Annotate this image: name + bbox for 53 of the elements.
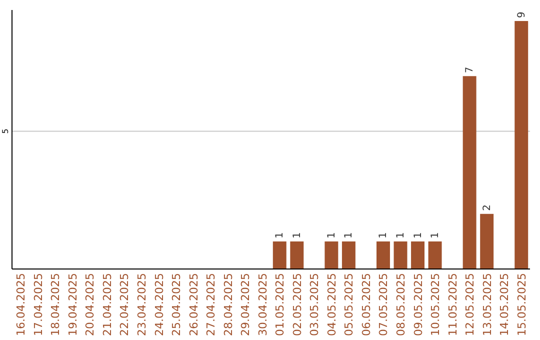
data-label: 1 (274, 232, 286, 238)
x-tick-label: 04.05.2025 (325, 273, 338, 336)
x-tick-label: 18.04.2025 (49, 273, 62, 336)
bar (411, 241, 424, 269)
x-tick-label: 02.05.2025 (290, 273, 304, 336)
x-tick-label: 09.05.2025 (412, 273, 425, 336)
data-label: 1 (412, 232, 424, 238)
bar (514, 21, 528, 269)
bar (376, 241, 390, 269)
data-label: 7 (464, 66, 476, 74)
x-tick-label: 07.05.2025 (377, 273, 390, 336)
x-tick-label: 15.05.2025 (515, 273, 528, 336)
x-tick-label: 05.05.2025 (342, 273, 356, 336)
x-tick-label: 13.05.2025 (480, 273, 494, 336)
x-tick-label: 16.04.2025 (14, 273, 28, 336)
bar (290, 241, 304, 269)
bar (342, 241, 356, 269)
x-tick-label: 28.04.2025 (222, 273, 235, 336)
x-tick-label: 08.05.2025 (394, 273, 408, 336)
x-tick-label: 12.05.2025 (464, 273, 477, 336)
x-tick-label: 24.04.2025 (152, 273, 166, 336)
x-tick-label: 06.05.2025 (360, 273, 373, 336)
ref-line-label: 5 (1, 128, 10, 134)
x-tick-label: 20.04.2025 (84, 273, 97, 336)
data-label: 9 (516, 12, 528, 18)
x-tick-label: 03.05.2025 (308, 273, 322, 336)
x-tick-label: 29.04.2025 (239, 273, 252, 336)
bar (324, 241, 338, 269)
x-tick-label: 26.04.2025 (187, 273, 200, 336)
x-tick-label: 22.04.2025 (118, 273, 132, 336)
x-tick-label: 10.05.2025 (429, 273, 442, 336)
data-label: 1 (344, 232, 355, 238)
x-tick-label: 30.04.2025 (256, 273, 270, 336)
data-label: 2 (482, 204, 493, 211)
data-label: 1 (292, 232, 303, 238)
x-tick-label: 01.05.2025 (274, 273, 287, 336)
bar (394, 241, 408, 269)
x-tick-label: 25.04.2025 (170, 273, 184, 336)
data-label: 1 (396, 232, 406, 238)
data-label: 1 (378, 232, 390, 238)
bar (462, 76, 476, 269)
data-label: 1 (326, 232, 338, 238)
x-tick-label: 21.04.2025 (100, 273, 114, 336)
x-tick-label: 23.04.2025 (136, 273, 148, 336)
x-tick-label: 17.04.2025 (32, 273, 45, 336)
x-tick-label: 11.05.2025 (446, 273, 460, 336)
bar (428, 241, 442, 269)
x-tick-label: 19.04.2025 (66, 273, 80, 336)
x-tick-label: 14.05.2025 (498, 273, 512, 336)
data-label: 1 (430, 232, 442, 238)
bar (272, 241, 286, 269)
bar (480, 214, 494, 269)
x-tick-label: 27.04.2025 (204, 273, 218, 336)
